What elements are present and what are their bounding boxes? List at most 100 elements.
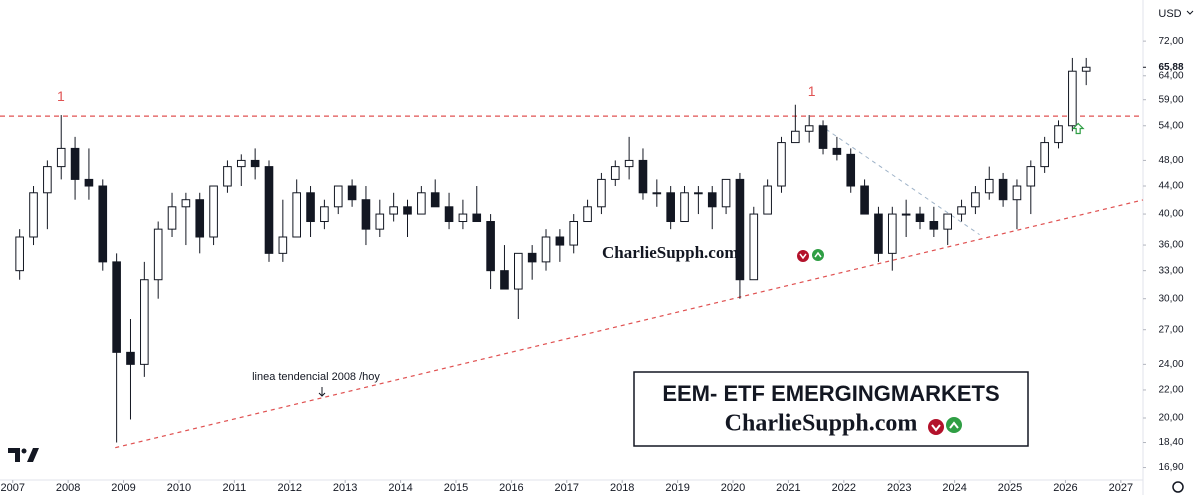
candle-body bbox=[1012, 185, 1022, 201]
down-arrow bbox=[799, 253, 807, 260]
candle-body bbox=[1068, 70, 1077, 127]
candle-body bbox=[527, 252, 537, 263]
candle-body bbox=[555, 236, 565, 246]
candle-body bbox=[514, 252, 523, 290]
candle-body bbox=[597, 178, 606, 208]
y-tick-label: 30,00 bbox=[1158, 293, 1183, 304]
y-tick-label: 20,00 bbox=[1158, 413, 1183, 424]
x-tick-label: 2011 bbox=[223, 482, 247, 494]
candle-body bbox=[430, 192, 440, 208]
x-tick-label: 2027 bbox=[1109, 482, 1133, 494]
candle-body bbox=[832, 147, 842, 155]
x-tick-label: 2013 bbox=[333, 482, 357, 494]
candle-body bbox=[749, 213, 759, 281]
candle-body bbox=[694, 192, 703, 195]
y-tick-label: 44,00 bbox=[1158, 181, 1183, 192]
y-tick-label: 64,00 bbox=[1158, 70, 1183, 81]
candle-body bbox=[957, 206, 966, 215]
down-icon bbox=[928, 419, 944, 435]
candle-body bbox=[389, 206, 398, 215]
candle-body bbox=[929, 221, 939, 230]
candle-body bbox=[818, 125, 828, 149]
y-tick-label: 22,00 bbox=[1158, 385, 1183, 396]
x-tick-label: 2022 bbox=[832, 482, 856, 494]
trend-label: linea tendencial 2008 /hoy bbox=[252, 371, 380, 383]
candle-body bbox=[998, 178, 1008, 201]
candle-body bbox=[666, 192, 675, 223]
currency[interactable]: USD bbox=[1158, 8, 1181, 20]
candle-body bbox=[292, 192, 302, 238]
candle-body bbox=[1054, 125, 1063, 144]
candle-body bbox=[112, 261, 121, 353]
candle-body bbox=[777, 142, 786, 187]
peak-marker: 1 bbox=[808, 83, 816, 99]
candle-body bbox=[167, 206, 177, 230]
x-tick-label: 2026 bbox=[1053, 482, 1077, 494]
candle-body bbox=[500, 270, 509, 290]
y-tick-label: 27,00 bbox=[1158, 324, 1183, 335]
candle-body bbox=[721, 178, 731, 208]
x-tick-label: 2012 bbox=[278, 482, 302, 494]
candle-body bbox=[375, 213, 385, 230]
candle-body bbox=[846, 153, 856, 187]
candle-body bbox=[486, 221, 495, 272]
candle-body bbox=[84, 178, 94, 187]
candle-body bbox=[444, 206, 454, 223]
box-subtitle: CharlieSupph.com bbox=[725, 411, 918, 437]
candle-body bbox=[236, 159, 246, 168]
candle-body bbox=[223, 166, 232, 187]
candle-body bbox=[195, 199, 205, 238]
up-arrow bbox=[949, 421, 959, 429]
x-tick-label: 2015 bbox=[444, 482, 468, 494]
settings-icon[interactable] bbox=[1172, 481, 1184, 493]
candle-body bbox=[56, 147, 66, 168]
x-tick-label: 2021 bbox=[776, 482, 800, 494]
chart-title: EEM- ETF EMERGINGMARKETS bbox=[662, 381, 999, 406]
candle-body bbox=[70, 147, 80, 180]
up-arrow bbox=[814, 251, 822, 258]
y-tick-label: 48,00 bbox=[1158, 155, 1183, 166]
candle-body bbox=[638, 159, 648, 194]
y-tick-label: 59,00 bbox=[1158, 94, 1183, 105]
logo[interactable] bbox=[8, 448, 39, 462]
last-price-label: 65,88 bbox=[1158, 62, 1183, 73]
candle-body bbox=[361, 199, 371, 230]
x-tick-label: 2014 bbox=[388, 482, 412, 494]
candle-body bbox=[707, 192, 717, 208]
candle-body bbox=[181, 199, 191, 208]
candle-body bbox=[98, 185, 108, 263]
candle-body bbox=[569, 221, 579, 246]
x-tick-label: 2010 bbox=[167, 482, 191, 494]
candle-body bbox=[140, 279, 149, 365]
candle-body bbox=[624, 159, 634, 168]
candle-body bbox=[347, 185, 357, 201]
down-arrow bbox=[931, 424, 941, 432]
up-icon bbox=[946, 417, 962, 433]
x-tick-label: 2019 bbox=[665, 482, 689, 494]
y-tick-label: 40,00 bbox=[1158, 209, 1183, 220]
trend-arrow bbox=[318, 387, 326, 397]
y-tick-label: 36,00 bbox=[1158, 240, 1183, 251]
x-tick-label: 2016 bbox=[499, 482, 523, 494]
projection-line bbox=[819, 124, 980, 236]
x-tick-label: 2018 bbox=[610, 482, 634, 494]
candle-body bbox=[209, 185, 218, 238]
candle-body bbox=[458, 213, 468, 223]
candle-body bbox=[901, 213, 911, 216]
x-tick-label: 2020 bbox=[721, 482, 745, 494]
x-tick-label: 2009 bbox=[111, 482, 135, 494]
candle-body bbox=[887, 213, 897, 254]
candle-body bbox=[1081, 66, 1091, 72]
candle-body bbox=[971, 192, 980, 208]
candle-body bbox=[583, 206, 592, 223]
candle-body bbox=[860, 185, 869, 215]
candle-body bbox=[735, 178, 745, 281]
currency-chevron[interactable] bbox=[1186, 10, 1194, 15]
x-tick-label: 2024 bbox=[942, 482, 966, 494]
candle-body bbox=[1026, 166, 1036, 187]
candle-body bbox=[320, 206, 329, 223]
y-tick-label: 16,90 bbox=[1158, 462, 1183, 473]
candle-body bbox=[29, 192, 38, 238]
